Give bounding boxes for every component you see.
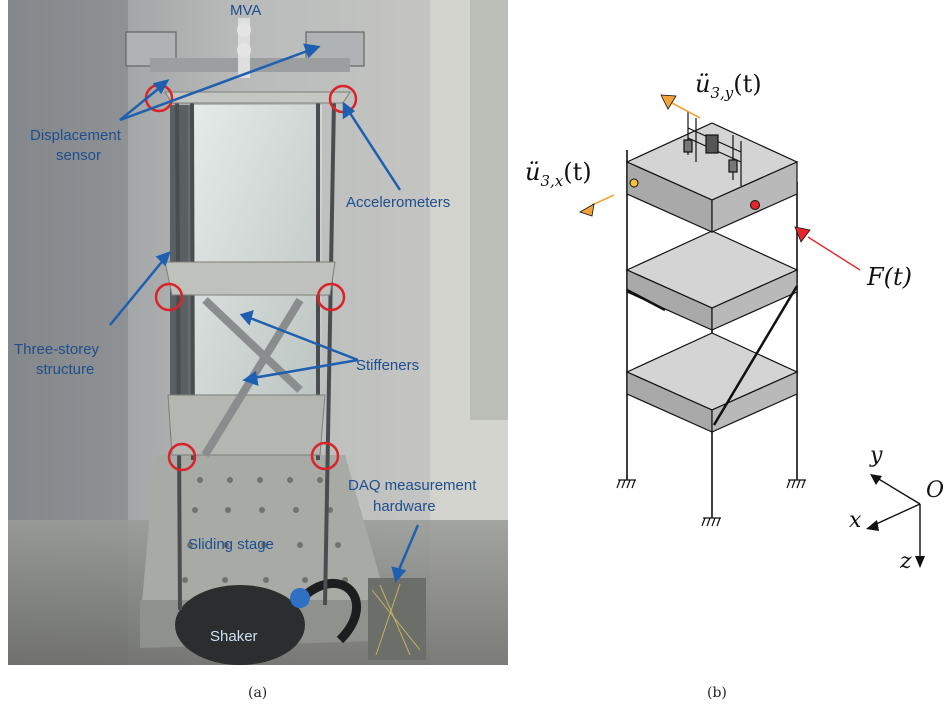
- label-three-storey-2: structure: [36, 361, 94, 378]
- label-displacement-sensor-2: sensor: [56, 147, 101, 164]
- label-force: F(t): [866, 263, 912, 291]
- photo-slabs: [164, 91, 351, 456]
- accelerometer-x-marker: [629, 178, 639, 188]
- slab-3: [625, 122, 799, 233]
- axis-x-arrowhead: [866, 520, 879, 531]
- annotation-arrows: [109, 43, 420, 583]
- origin-label: O: [926, 478, 944, 503]
- accel-x-arrow: [579, 194, 615, 217]
- diagram-stiffeners: [626, 285, 799, 426]
- coordinate-axes: [873, 477, 921, 558]
- label-accel-y: ü3,y(t): [695, 70, 762, 102]
- diagram-mva: [683, 112, 742, 186]
- slab-1: [625, 332, 799, 433]
- caption-b: (b): [707, 685, 727, 701]
- shaker-body: [175, 585, 305, 665]
- label-mva: MVA: [230, 2, 261, 19]
- axis-z-label: z: [899, 549, 912, 574]
- supports: [616, 475, 806, 527]
- force-point-marker: [750, 200, 760, 210]
- axis-y-label: y: [869, 443, 883, 468]
- stage-holes: [182, 477, 348, 583]
- label-sliding-stage: Sliding stage: [188, 536, 274, 553]
- accel-y-arrow: [660, 94, 701, 119]
- axis-y-arrowhead: [870, 474, 882, 485]
- label-daq-2: hardware: [373, 498, 436, 515]
- label-shaker: Shaker: [210, 628, 258, 645]
- force-arrow: [794, 226, 861, 271]
- label-accel-x: ü3,x(t): [525, 158, 592, 190]
- axis-x-label: x: [849, 508, 862, 533]
- label-displacement-sensor-1: Displacement: [30, 127, 122, 144]
- axis-z-arrowhead: [915, 556, 925, 568]
- label-three-storey-1: Three-storey: [14, 341, 100, 358]
- caption-a: (a): [248, 685, 268, 701]
- label-stiffeners: Stiffeners: [356, 357, 419, 374]
- mva-device: [125, 18, 365, 78]
- label-accelerometers: Accelerometers: [346, 194, 450, 211]
- slab-2: [625, 230, 799, 331]
- label-daq-1: DAQ measurement: [348, 477, 477, 494]
